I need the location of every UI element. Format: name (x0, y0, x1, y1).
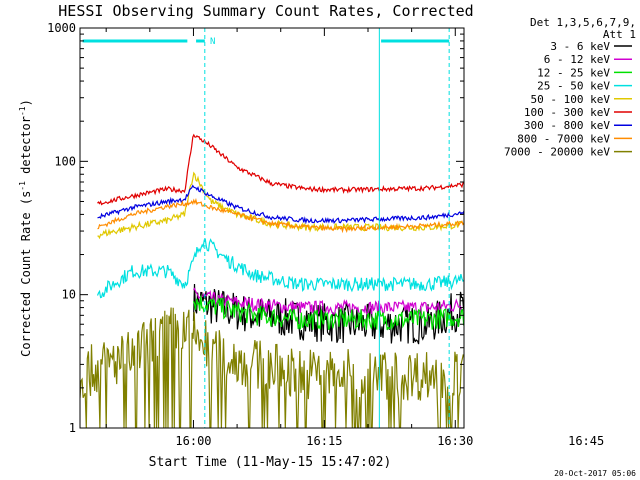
y-label-part-2: detector (19, 116, 33, 181)
plot-area: N (80, 28, 464, 428)
y-label-sup-2: -1 (18, 106, 27, 116)
legend-label: 3 - 6 keV (550, 40, 610, 53)
y-tick-label: 100 (54, 154, 76, 168)
plot-frame (79, 27, 465, 429)
x-tick-label: 16:30 (437, 434, 473, 448)
x-tick-label: 16:00 (175, 434, 211, 448)
legend-label: 6 - 12 keV (544, 53, 611, 66)
series-line-1 (192, 283, 464, 345)
legend-label: 50 - 100 keV (531, 93, 611, 106)
night-marker-label: N (210, 37, 215, 47)
y-tick-label: 10 (62, 288, 76, 302)
legend-label: 100 - 300 keV (524, 106, 610, 119)
series-line-7 (97, 184, 464, 225)
x-tick-label: 16:45 (568, 434, 604, 448)
series-line-6 (97, 133, 464, 206)
legend-label: 7000 - 20000 keV (504, 146, 610, 159)
series-line-3 (192, 295, 464, 331)
series-line-9 (80, 307, 464, 428)
series-line-4 (96, 238, 464, 299)
legend-title-line-2: Att 1 (603, 28, 636, 41)
x-tick-label: 16:15 (306, 434, 342, 448)
y-label-part-1: Corrected Count Rate (s (19, 191, 33, 357)
legend-label: 300 - 800 keV (524, 119, 610, 132)
legend-label: 25 - 50 keV (537, 80, 610, 93)
y-tick-label: 1 (69, 421, 76, 435)
y-label-sup-1: -1 (18, 181, 27, 191)
footer-timestamp: 20-Oct-2017 05:06 (554, 469, 636, 478)
legend-title-line-1: Det 1,3,5,6,7,9, (530, 16, 636, 29)
chart-title: HESSI Observing Summary Count Rates, Cor… (58, 2, 473, 20)
y-axis: 1 10 100 1000 (47, 21, 464, 435)
y-axis-label: Corrected Count Rate (s-1 detector-1) (18, 99, 33, 357)
y-label-part-3: ) (19, 99, 33, 106)
series-line-8 (97, 197, 464, 234)
legend-label: 800 - 7000 keV (517, 132, 610, 145)
y-tick-label: 1000 (47, 21, 76, 35)
legend-label: 12 - 25 keV (537, 66, 610, 79)
x-axis-label: Start Time (11-May-15 15:47:02) (149, 455, 392, 470)
